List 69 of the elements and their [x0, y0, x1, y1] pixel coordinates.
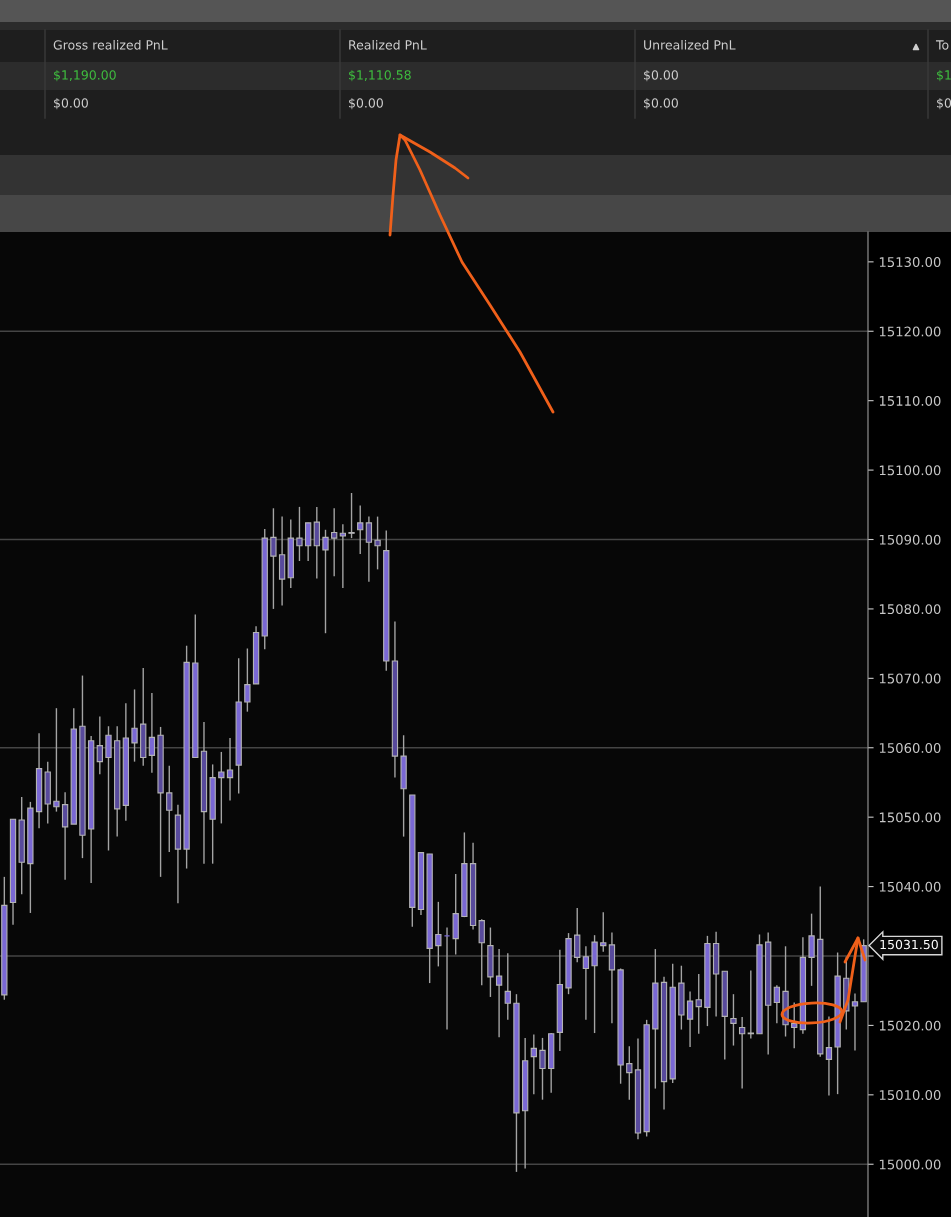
candlestick	[435, 901, 442, 968]
candlestick	[331, 507, 338, 577]
y-tick-label: 15010.00	[879, 1090, 941, 1101]
y-tick-label: 15070.00	[879, 673, 941, 684]
candlestick	[495, 948, 503, 1038]
candlestick	[365, 515, 373, 583]
text: $1	[937, 69, 951, 82]
candlestick	[166, 765, 173, 853]
candlestick	[53, 707, 60, 813]
category-label: Unrealized PnL	[644, 39, 736, 50]
candlestick	[686, 990, 694, 1048]
candlestick	[374, 515, 381, 571]
candlestick	[443, 926, 451, 1031]
candlestick	[791, 1001, 798, 1050]
y-tick-label: 15130.00	[879, 257, 941, 268]
candlestick	[244, 647, 251, 713]
text: $0.00	[644, 69, 678, 82]
category-label: To	[935, 40, 949, 50]
candlestick	[96, 715, 103, 775]
candlestick	[339, 523, 347, 589]
candlestick	[357, 504, 364, 555]
candlestick	[591, 934, 598, 1034]
candlestick	[348, 492, 355, 539]
candlestick	[105, 725, 112, 852]
text: $0.00	[349, 97, 383, 110]
y-tick-label: 15080.00	[879, 604, 941, 615]
candlestick	[574, 907, 581, 963]
candlestick	[539, 1037, 546, 1101]
candlestick	[600, 911, 607, 953]
y-tick-label: 15110.00	[879, 395, 941, 406]
candlestick	[148, 692, 156, 774]
category-label: Realized PnL	[349, 39, 427, 50]
candlestick	[773, 984, 781, 1025]
y-tick-label: 15120.00	[879, 326, 941, 337]
candlestick	[218, 751, 225, 825]
y-tick-label: 15000.00	[879, 1159, 941, 1170]
candlestick	[582, 945, 590, 1021]
y-tick-label: 15100.00	[879, 465, 941, 476]
candlestick	[695, 973, 702, 1035]
candlestick	[478, 918, 485, 986]
candlestick	[530, 1033, 537, 1095]
candlestick	[296, 506, 303, 562]
text: $1,110.58	[349, 69, 411, 82]
y-tick-label: 15090.00	[879, 534, 941, 545]
candlestick	[313, 506, 320, 580]
candlestick	[322, 529, 329, 634]
text: 15031.50	[880, 939, 938, 950]
candlestick	[226, 737, 234, 802]
candlestick	[851, 992, 859, 1052]
candlestick	[304, 522, 312, 562]
candlestick	[270, 507, 277, 610]
candlestick	[747, 969, 754, 1040]
candlestick	[825, 1015, 833, 1097]
candlestick	[61, 791, 69, 881]
candlestick	[626, 1045, 633, 1101]
y-tick-label: 15060.00	[879, 742, 941, 753]
category-label: Gross realized PnL	[53, 39, 168, 50]
text: $0	[937, 97, 951, 110]
y-tick-label: 15040.00	[879, 881, 941, 892]
candlestick	[808, 912, 815, 987]
text: $1,190.00	[54, 69, 116, 82]
candlestick	[730, 993, 737, 1047]
text: $0.00	[644, 97, 678, 110]
candlestick	[504, 952, 511, 1021]
text: $0.00	[54, 97, 88, 110]
y-tick-label: 15050.00	[879, 812, 941, 823]
candlestick	[738, 1016, 746, 1090]
y-tick-label: 15020.00	[879, 1020, 941, 1031]
candlestick	[131, 688, 138, 763]
